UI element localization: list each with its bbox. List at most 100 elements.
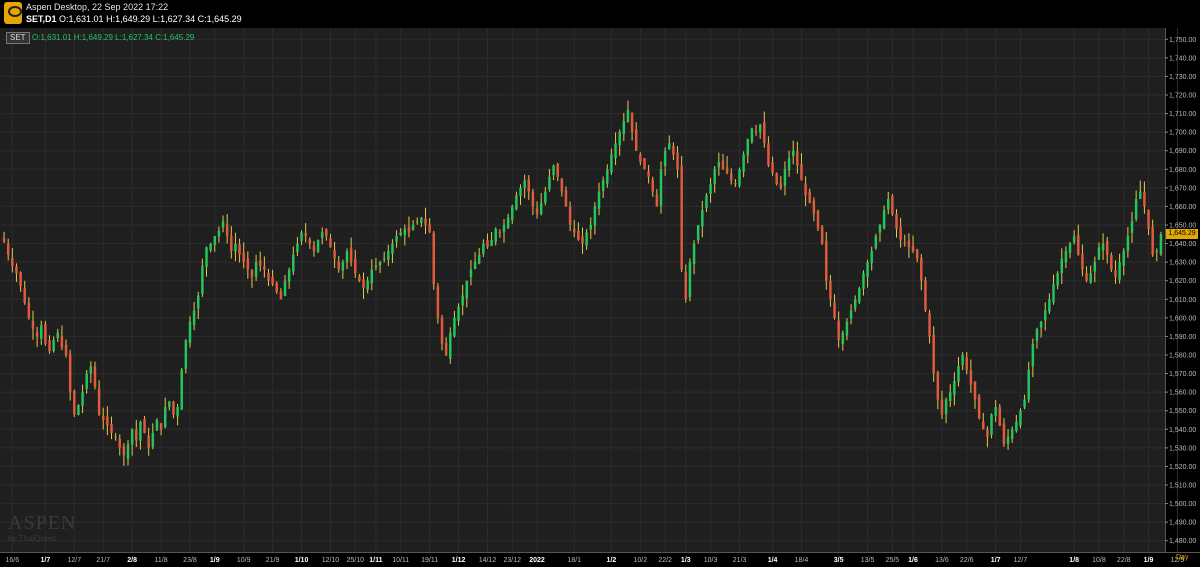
candle-down <box>920 257 923 281</box>
candle-down <box>279 291 283 300</box>
candle-up <box>420 217 423 224</box>
candle-down <box>1085 273 1088 281</box>
candle-down <box>932 334 935 374</box>
candle-up <box>1019 410 1022 426</box>
candle-down <box>804 183 807 196</box>
y-tick-label: 1,560.00 <box>1169 390 1196 397</box>
candle-down <box>940 399 944 415</box>
candle-up <box>1155 251 1159 252</box>
candle-down <box>349 248 353 263</box>
candle-up <box>552 165 555 176</box>
candle-up <box>453 317 456 337</box>
candle-down <box>246 258 250 270</box>
candle-down <box>915 249 919 259</box>
candle-down <box>903 242 907 244</box>
candle-up <box>316 239 320 253</box>
candle-down <box>965 357 968 370</box>
candle-up <box>502 225 506 233</box>
candle-down <box>754 131 758 133</box>
candle-down <box>271 277 274 285</box>
candle-down <box>64 344 68 355</box>
symbol-legend-tag[interactable]: SET <box>6 32 30 44</box>
candle-down <box>68 354 72 393</box>
candle-up <box>990 414 993 435</box>
candle-up <box>601 180 605 191</box>
candle-down <box>407 226 411 233</box>
candle-up <box>663 150 667 166</box>
candle-up <box>870 251 873 264</box>
candle-down <box>19 272 22 287</box>
x-tick-label: 1/4 <box>768 557 778 564</box>
candle-up <box>849 310 853 319</box>
candle-up <box>845 321 849 336</box>
candle-up <box>254 262 258 277</box>
x-tick-label: 1/11 <box>369 557 382 564</box>
candle-up <box>787 158 791 171</box>
y-tick-label: 1,650.00 <box>1169 223 1196 230</box>
candle-up <box>197 295 200 309</box>
candle-down <box>2 238 6 242</box>
legend-ohlc: O:1,631.01 H:1,649.29 L:1,627.34 C:1,645… <box>32 33 195 42</box>
candle-up <box>717 161 721 168</box>
candle-down <box>258 260 262 266</box>
candle-up <box>387 251 390 260</box>
candle-down <box>672 146 675 155</box>
candle-up <box>887 199 890 210</box>
x-tick-label: 23/12 <box>503 557 521 564</box>
candle-down <box>238 244 241 255</box>
candle-down <box>6 243 10 255</box>
candle-down <box>31 321 35 329</box>
candle-up <box>234 243 237 252</box>
candle-down <box>147 435 150 448</box>
x-tick-label: 3/5 <box>834 557 844 564</box>
candle-down <box>27 302 31 318</box>
y-tick-label: 1,540.00 <box>1169 427 1196 434</box>
candle-up <box>399 232 402 236</box>
candle-up <box>1130 221 1134 233</box>
candle-up <box>523 180 526 189</box>
candle-down <box>730 173 733 181</box>
candle-down <box>354 258 357 274</box>
candle-down <box>1110 255 1113 270</box>
candle-down <box>114 436 117 438</box>
candle-down <box>556 163 559 177</box>
chart-area[interactable] <box>0 28 1165 552</box>
candle-up <box>139 421 142 441</box>
candle-up <box>585 232 588 246</box>
candle-down <box>358 276 361 281</box>
candle-down <box>498 232 502 234</box>
candle-up <box>130 429 134 445</box>
candle-down <box>928 313 931 337</box>
candle-up <box>209 243 212 251</box>
candle-up <box>1134 199 1138 220</box>
candle-up <box>1052 284 1055 303</box>
candle-down <box>684 271 688 300</box>
candle-up <box>56 332 60 339</box>
x-tick-label: 22/6 <box>960 557 974 564</box>
candle-down <box>432 232 435 285</box>
candle-up <box>589 225 593 230</box>
y-tick-label: 1,710.00 <box>1169 111 1196 118</box>
price-axis[interactable] <box>1165 28 1200 552</box>
candle-down <box>676 152 679 170</box>
candle-down <box>428 224 431 233</box>
candle-up <box>961 355 964 366</box>
period-label[interactable]: Day <box>1176 554 1189 561</box>
candle-down <box>895 213 898 229</box>
candle-up <box>415 221 419 223</box>
x-tick-label: 10/8 <box>1092 557 1106 564</box>
candle-down <box>833 302 836 318</box>
candle-down <box>721 160 725 170</box>
candle-up <box>482 243 485 254</box>
x-tick-label: 21/3 <box>733 557 747 564</box>
candle-up <box>469 269 473 278</box>
candle-up <box>155 420 159 431</box>
header-ohlc: SET,D1 O:1,631.01 H:1,649.29 L:1,627.34 … <box>26 14 242 24</box>
y-tick-label: 1,580.00 <box>1169 353 1196 360</box>
candle-up <box>320 232 324 239</box>
candle-up <box>1010 429 1014 439</box>
time-axis[interactable] <box>0 552 1200 567</box>
x-tick-label: 1/9 <box>1144 557 1154 564</box>
candle-down <box>250 270 254 277</box>
